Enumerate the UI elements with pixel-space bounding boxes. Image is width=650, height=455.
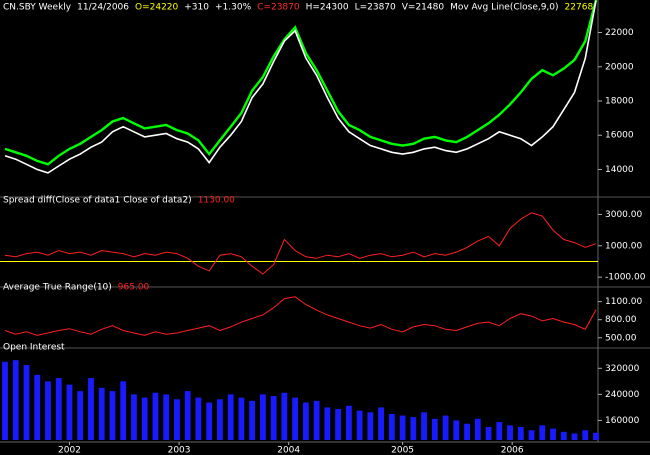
bar: [560, 431, 567, 440]
y-tick-label: 320000: [605, 364, 640, 374]
bar: [517, 426, 524, 440]
bar: [410, 417, 417, 440]
panel-title: Spread diff(Close of data1 Close of data…: [3, 196, 192, 206]
header-item: L=23870: [355, 3, 396, 13]
panel-title: Open Interest: [3, 343, 65, 353]
y-tick-label: 16000: [605, 131, 634, 141]
y-tick-label: 22000: [605, 28, 634, 38]
bar: [259, 394, 266, 440]
bar: [227, 394, 234, 440]
bar: [195, 397, 202, 440]
bar: [270, 396, 277, 440]
bar: [378, 407, 384, 440]
y-tick-label: 3000.00: [605, 210, 642, 220]
series-line: [4, 0, 597, 174]
bar: [335, 409, 342, 440]
header-item: V=21480: [402, 3, 445, 13]
header-item: +310: [184, 3, 209, 13]
bar: [98, 387, 105, 440]
bar: [507, 425, 513, 440]
bar: [163, 394, 170, 440]
y-tick-label: 500.00: [605, 333, 637, 343]
last-value: 965.00: [118, 283, 150, 293]
bar: [249, 400, 256, 440]
bar: [292, 397, 299, 440]
x-tick-label: 2005: [391, 446, 414, 455]
series-line: [4, 212, 597, 275]
bar: [109, 391, 116, 440]
bar: [302, 402, 309, 440]
panel-title: Average True Range(10): [3, 283, 112, 293]
bar: [45, 381, 51, 440]
bar: [593, 432, 599, 440]
header-item: O=24220: [135, 3, 179, 13]
bar: [324, 407, 331, 440]
bar: [217, 399, 223, 440]
panel-title: CN.SBY Weekly: [3, 3, 72, 13]
header-item: 11/24/2006: [77, 3, 129, 13]
bar: [120, 381, 127, 440]
bar: [12, 360, 19, 440]
bar: [34, 374, 41, 440]
header-item: C=23870: [257, 3, 300, 13]
bar: [2, 361, 8, 440]
header-item: Mov Avg Line(Close,9,0): [450, 3, 558, 13]
bar: [582, 430, 589, 440]
bar: [206, 402, 213, 440]
last-value: 1130.00: [198, 196, 235, 206]
bar: [485, 426, 492, 440]
header-item: 22768: [565, 3, 594, 13]
x-tick-label: 2002: [58, 446, 81, 455]
header-item: H=24300: [306, 3, 349, 13]
bar: [453, 420, 460, 440]
bar: [313, 400, 320, 440]
bar: [421, 412, 427, 440]
bar: [184, 391, 191, 440]
bar: [528, 430, 535, 440]
y-tick-label: 1100.00: [605, 297, 642, 307]
bar: [23, 365, 30, 440]
y-tick-label: 1000.00: [605, 241, 642, 251]
bar: [152, 392, 159, 440]
bar: [281, 392, 288, 440]
x-tick-label: 2006: [501, 446, 524, 455]
bar: [356, 410, 363, 440]
bar: [388, 413, 395, 440]
bar: [399, 415, 406, 440]
series-line: [4, 296, 597, 336]
bar: [539, 425, 546, 440]
bar: [77, 391, 84, 440]
y-tick-label: 800.00: [605, 315, 637, 325]
bar: [131, 394, 137, 440]
bar: [345, 405, 352, 440]
y-tick-label: 18000: [605, 97, 634, 107]
x-tick-label: 2004: [277, 446, 300, 455]
y-tick-label: -1000.00: [605, 273, 646, 283]
bar: [474, 418, 481, 440]
bar: [550, 428, 556, 440]
bar: [174, 399, 180, 440]
bar: [238, 397, 245, 440]
bar: [55, 378, 62, 440]
bar: [496, 422, 503, 440]
bar: [442, 415, 449, 440]
bar: [88, 378, 94, 440]
x-tick-label: 2003: [168, 446, 191, 455]
y-tick-label: 160000: [605, 416, 640, 426]
bar: [571, 433, 578, 440]
y-tick-label: 14000: [605, 165, 634, 175]
header-item: +1.30%: [215, 3, 252, 13]
series-line: [4, 0, 598, 166]
bar: [66, 384, 73, 440]
bar: [141, 397, 148, 440]
y-tick-label: 20000: [605, 62, 634, 72]
bar: [464, 423, 470, 440]
bar: [367, 412, 374, 440]
bar: [431, 418, 438, 440]
y-tick-label: 240000: [605, 390, 640, 400]
